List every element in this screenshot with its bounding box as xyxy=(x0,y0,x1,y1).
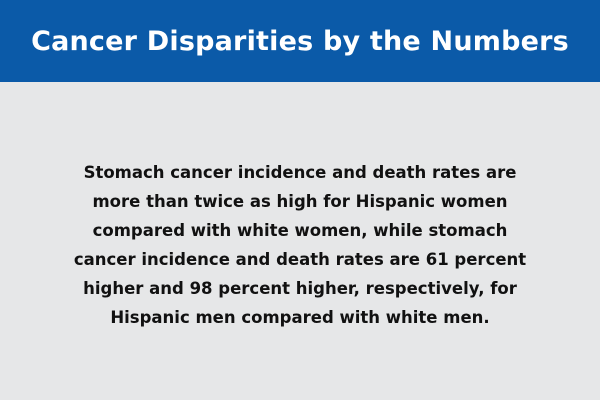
content-panel: Stomach cancer incidence and death rates… xyxy=(0,82,600,400)
page-title: Cancer Disparities by the Numbers xyxy=(31,25,569,57)
statistic-statement: Stomach cancer incidence and death rates… xyxy=(73,163,527,327)
header-banner: Cancer Disparities by the Numbers xyxy=(0,0,600,82)
